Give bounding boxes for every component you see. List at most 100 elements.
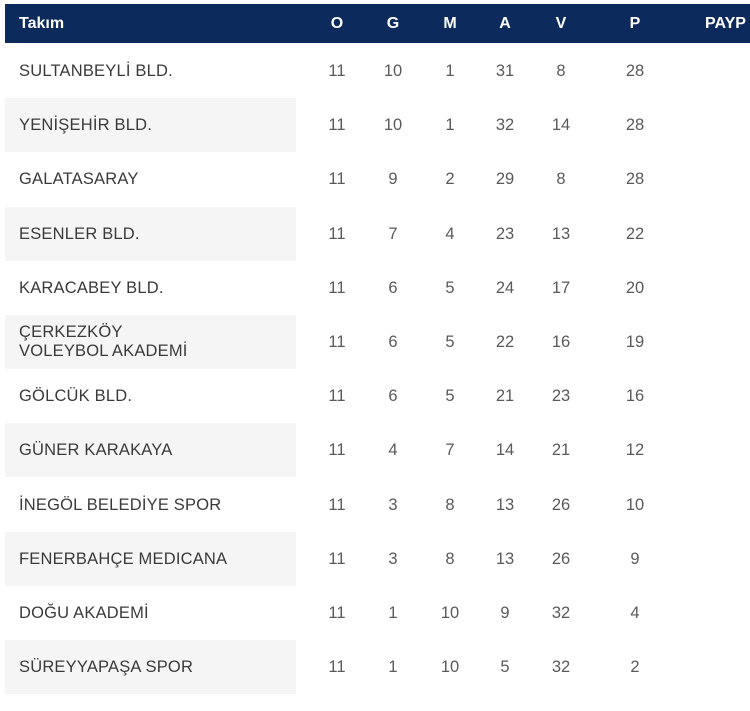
cell-lost: 1 bbox=[445, 116, 455, 134]
cell-lost: 10 bbox=[440, 658, 460, 676]
cell-sets-lost: 8 bbox=[556, 170, 566, 188]
cell-won: 10 bbox=[383, 116, 403, 134]
cell-won: 10 bbox=[383, 62, 403, 80]
cell-sets-won: 22 bbox=[495, 333, 515, 351]
cell-sets-lost: 32 bbox=[551, 658, 571, 676]
cell-won: 9 bbox=[388, 170, 398, 188]
header-played[interactable]: O bbox=[330, 15, 344, 32]
team-name[interactable]: GÜNER KARAKAYA bbox=[19, 440, 173, 459]
cell-won: 6 bbox=[388, 279, 398, 297]
table-row[interactable]: İNEGÖL BELEDİYE SPOR 11 3 8 13 26 10 bbox=[5, 478, 644, 532]
cell-lost: 1 bbox=[445, 62, 455, 80]
cell-played: 11 bbox=[328, 279, 346, 297]
cell-won: 7 bbox=[388, 225, 398, 243]
team-name[interactable]: SULTANBEYLİ BLD. bbox=[19, 61, 173, 80]
team-name[interactable]: ÇERKEZKÖY VOLEYBOL AKADEMİ bbox=[19, 323, 188, 360]
table-header: Takım O G M A V P PAYP bbox=[5, 4, 750, 43]
cell-won: 6 bbox=[388, 387, 398, 405]
team-name[interactable]: İNEGÖL BELEDİYE SPOR bbox=[19, 495, 222, 514]
cell-played: 11 bbox=[328, 387, 346, 405]
cell-points: 9 bbox=[630, 550, 640, 568]
cell-points: 20 bbox=[625, 279, 645, 297]
header-sets-lost[interactable]: V bbox=[555, 15, 567, 32]
cell-sets-won: 14 bbox=[495, 441, 515, 459]
table-row[interactable]: YENİŞEHİR BLD. 11 10 1 32 14 28 bbox=[5, 98, 644, 152]
cell-lost: 8 bbox=[445, 550, 455, 568]
cell-sets-lost: 23 bbox=[551, 387, 571, 405]
table-row[interactable]: GALATASARAY 11 9 2 29 8 28 bbox=[5, 152, 644, 206]
table-row[interactable]: ESENLER BLD. 11 7 4 23 13 22 bbox=[5, 207, 644, 261]
cell-sets-lost: 13 bbox=[551, 225, 571, 243]
cell-sets-won: 21 bbox=[495, 387, 515, 405]
header-payp[interactable]: PAYP bbox=[705, 15, 746, 32]
table-row[interactable]: GÖLCÜK BLD. 11 6 5 21 23 16 bbox=[5, 369, 644, 423]
team-name[interactable]: GALATASARAY bbox=[19, 169, 139, 188]
team-name[interactable]: KARACABEY BLD. bbox=[19, 278, 164, 297]
cell-lost: 10 bbox=[440, 604, 460, 622]
cell-sets-lost: 21 bbox=[551, 441, 571, 459]
cell-sets-won: 29 bbox=[495, 170, 515, 188]
cell-played: 11 bbox=[328, 62, 346, 80]
cell-points: 28 bbox=[625, 170, 645, 188]
cell-points: 28 bbox=[625, 116, 645, 134]
table-row[interactable]: SÜREYYAPAŞA SPOR 11 1 10 5 32 2 bbox=[5, 640, 640, 694]
cell-lost: 8 bbox=[445, 496, 455, 514]
cell-sets-lost: 16 bbox=[551, 333, 571, 351]
cell-lost: 2 bbox=[445, 170, 455, 188]
team-name[interactable]: FENERBAHÇE MEDICANA bbox=[19, 549, 228, 568]
cell-points: 12 bbox=[625, 441, 645, 459]
cell-sets-won: 23 bbox=[495, 225, 515, 243]
cell-points: 16 bbox=[625, 387, 645, 405]
cell-sets-won: 9 bbox=[500, 604, 510, 622]
cell-points: 4 bbox=[630, 604, 640, 622]
table-row[interactable]: SULTANBEYLİ BLD. 11 10 1 31 8 28 bbox=[5, 44, 644, 98]
cell-sets-won: 32 bbox=[495, 116, 515, 134]
cell-sets-won: 13 bbox=[495, 496, 515, 514]
cell-played: 11 bbox=[328, 441, 346, 459]
cell-points: 28 bbox=[625, 62, 645, 80]
header-points[interactable]: P bbox=[629, 15, 641, 32]
cell-sets-lost: 26 bbox=[551, 496, 571, 514]
cell-lost: 4 bbox=[445, 225, 455, 243]
team-name[interactable]: SÜREYYAPAŞA SPOR bbox=[19, 657, 194, 676]
team-name[interactable]: GÖLCÜK BLD. bbox=[19, 386, 133, 405]
cell-points: 10 bbox=[625, 496, 645, 514]
cell-won: 1 bbox=[388, 604, 398, 622]
cell-won: 1 bbox=[388, 658, 398, 676]
cell-points: 22 bbox=[625, 225, 645, 243]
team-name[interactable]: DOĞU AKADEMİ bbox=[19, 603, 149, 622]
cell-points: 2 bbox=[630, 658, 640, 676]
cell-lost: 5 bbox=[445, 279, 455, 297]
cell-played: 11 bbox=[328, 170, 346, 188]
cell-played: 11 bbox=[328, 496, 346, 514]
header-sets-won[interactable]: A bbox=[499, 15, 511, 32]
cell-sets-lost: 32 bbox=[551, 604, 571, 622]
cell-sets-lost: 17 bbox=[551, 279, 571, 297]
cell-lost: 5 bbox=[445, 333, 455, 351]
header-lost[interactable]: M bbox=[443, 15, 457, 32]
cell-sets-won: 5 bbox=[500, 658, 510, 676]
cell-sets-lost: 26 bbox=[551, 550, 571, 568]
team-name[interactable]: ESENLER BLD. bbox=[19, 224, 140, 243]
header-team[interactable]: Takım bbox=[19, 15, 65, 32]
team-name[interactable]: YENİŞEHİR BLD. bbox=[19, 115, 153, 134]
cell-won: 4 bbox=[388, 441, 398, 459]
cell-lost: 5 bbox=[445, 387, 455, 405]
cell-played: 11 bbox=[328, 116, 346, 134]
table-row[interactable]: GÜNER KARAKAYA 11 4 7 14 21 12 bbox=[5, 423, 644, 477]
header-won[interactable]: G bbox=[386, 15, 400, 32]
table-row[interactable]: DOĞU AKADEMİ 11 1 10 9 32 4 bbox=[5, 586, 640, 640]
cell-lost: 7 bbox=[445, 441, 455, 459]
cell-played: 11 bbox=[328, 225, 346, 243]
cell-sets-won: 13 bbox=[495, 550, 515, 568]
cell-sets-lost: 14 bbox=[551, 116, 571, 134]
cell-played: 11 bbox=[328, 333, 346, 351]
table-row[interactable]: FENERBAHÇE MEDICANA 11 3 8 13 26 9 bbox=[5, 532, 640, 586]
cell-played: 11 bbox=[328, 550, 346, 568]
cell-points: 19 bbox=[625, 333, 645, 351]
cell-won: 6 bbox=[388, 333, 398, 351]
cell-played: 11 bbox=[328, 604, 346, 622]
table-row[interactable]: ÇERKEZKÖY VOLEYBOL AKADEMİ 11 6 5 22 16 19 bbox=[5, 315, 644, 369]
cell-played: 11 bbox=[328, 658, 346, 676]
table-row[interactable]: KARACABEY BLD. 11 6 5 24 17 20 bbox=[5, 261, 644, 315]
